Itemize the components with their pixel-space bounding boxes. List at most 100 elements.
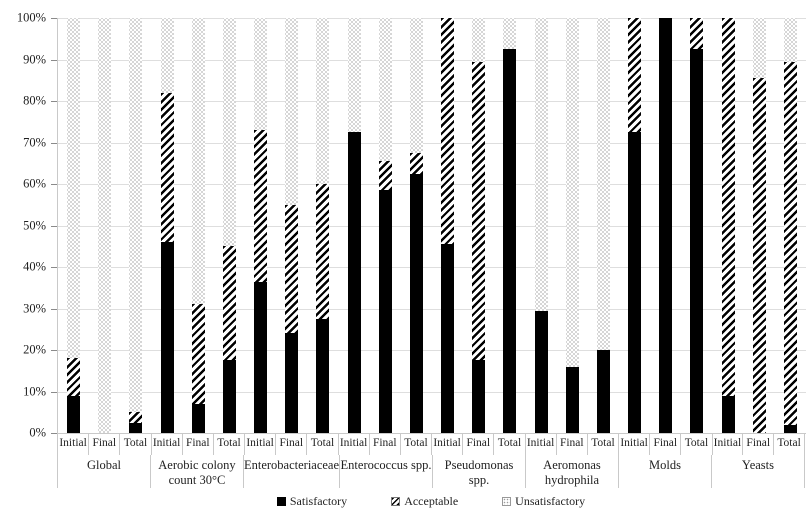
legend-label-satisfactory: Satisfactory (289, 494, 348, 508)
y-axis-tick (51, 308, 57, 310)
gridline-70 (58, 142, 806, 144)
gridline-20 (58, 350, 806, 351)
segment-unsatisfactory (534, 18, 548, 311)
bar-slot-yeasts-final (744, 18, 775, 433)
group-label-enterobacteriaceae: Enterobacteriaceae (242, 455, 339, 488)
gridline-60 (58, 184, 806, 185)
y-axis-tick (51, 101, 57, 102)
bar-slot-molds-total (681, 18, 712, 433)
category-label-row: Initial Final Total Initial Final Total Initia… (57, 433, 805, 455)
category-cells-global: Initial Final Total (57, 433, 151, 455)
category-cells-yeasts: Initial Final Total (711, 433, 806, 455)
category-cells-enterobacteriaceae: Initial Final Total (244, 433, 338, 455)
segment-satisfactory (285, 333, 299, 433)
segment-acceptable (472, 61, 486, 361)
segment-unsatisfactory (98, 18, 112, 433)
bar-molds-initial (628, 18, 642, 433)
category-cells-enterococcus-spp: Initial Final Total (337, 433, 432, 455)
segment-satisfactory (721, 395, 735, 433)
legend-item-acceptable: Acceptable (391, 494, 458, 509)
segment-unsatisfactory (285, 18, 299, 205)
segment-satisfactory (565, 366, 579, 433)
bar-slot-enterobacteriaceae-total (307, 18, 338, 433)
y-axis-label-30: 30% (23, 301, 46, 315)
bar-slot-enterococcus-spp-final (370, 18, 401, 433)
category-label-initial: Initial (431, 433, 462, 455)
bar-slot-global-final (89, 18, 120, 433)
segment-unsatisfactory (565, 18, 579, 367)
bar-slot-aerobic-colony-count-30-c-total (214, 18, 245, 433)
category-cells-pseudomonas-spp: Initial Final Total (431, 433, 525, 455)
bar-yeasts-total (783, 18, 797, 433)
bar-global-initial (67, 18, 81, 433)
bar-enterobacteriaceae-final (285, 18, 299, 433)
y-axis-tick (51, 18, 57, 19)
category-cells-aerobic-colony-count-30-c: Initial Final Total (150, 433, 245, 455)
bar-group-aeromonas-hydrophila (526, 18, 620, 433)
segment-unsatisfactory (752, 18, 766, 79)
segment-acceptable (783, 61, 797, 425)
segment-satisfactory (160, 242, 174, 433)
segment-satisfactory (783, 424, 797, 433)
category-label-final: Final (368, 433, 400, 455)
segment-unsatisfactory (503, 18, 517, 50)
bar-enterococcus-spp-final (378, 18, 392, 433)
segment-acceptable (690, 18, 704, 50)
category-cells-molds: Initial Final Total (618, 433, 712, 455)
satisfactory-swatch-icon (276, 497, 286, 506)
y-axis-tick (51, 184, 57, 185)
segment-satisfactory (222, 360, 236, 433)
bar-aeromonas-hydrophila-total (596, 18, 610, 433)
bar-aerobic-colony-count-30-c-final (191, 18, 205, 433)
bar-yeasts-final (752, 18, 766, 433)
bar-group-molds (619, 18, 713, 433)
y-axis-label-70: 70% (23, 135, 46, 149)
segment-acceptable (378, 161, 392, 191)
group-label-pseudomonas-spp: Pseudomonas spp. (432, 455, 525, 488)
group-label-aerobic-colony-count-30-c: Aerobic colony count 30°C (149, 455, 243, 488)
segment-unsatisfactory (316, 18, 330, 184)
legend-label-acceptable: Acceptable (404, 494, 459, 508)
segment-unsatisfactory (347, 18, 361, 133)
segment-unsatisfactory (191, 18, 205, 305)
category-label-initial: Initial (57, 433, 88, 455)
segment-satisfactory (347, 132, 361, 433)
segment-satisfactory (191, 403, 205, 433)
y-axis-tick (51, 391, 57, 393)
segment-satisfactory (316, 318, 330, 433)
bar-slot-enterococcus-spp-total (401, 18, 432, 433)
gridline-50 (58, 225, 806, 227)
group-label-row: Global Aerobic colony count 30°C Enterobac… (57, 455, 805, 488)
gridline-80 (58, 101, 806, 102)
bar-enterococcus-spp-initial (347, 18, 361, 433)
segment-satisfactory (254, 281, 268, 433)
bar-group-yeasts (713, 18, 807, 433)
bar-slot-global-initial (58, 18, 89, 433)
bar-enterobacteriaceae-total (316, 18, 330, 433)
bar-slot-aeromonas-hydrophila-initial (526, 18, 557, 433)
segment-unsatisfactory (129, 18, 143, 413)
category-label-total: Total (306, 433, 337, 455)
segment-acceptable (254, 130, 268, 282)
y-axis-tick (51, 225, 57, 227)
segment-satisfactory (472, 360, 486, 433)
bar-slot-yeasts-initial (713, 18, 744, 433)
y-axis-label-0: 0% (29, 425, 46, 440)
category-cells-aeromonas-hydrophila: Initial Final Total (524, 433, 619, 455)
y-axis-label-80: 80% (23, 93, 46, 108)
bar-group-global (58, 18, 152, 433)
segment-satisfactory (129, 422, 143, 433)
segment-acceptable (160, 92, 174, 243)
bar-slot-enterobacteriaceae-initial (245, 18, 276, 433)
group-label-yeasts: Yeasts (710, 455, 805, 488)
segment-acceptable (441, 18, 455, 245)
bar-group-enterococcus-spp (339, 18, 433, 433)
segment-satisfactory (441, 244, 455, 433)
bar-pseudomonas-spp-initial (441, 18, 455, 433)
segment-acceptable (628, 18, 642, 133)
segment-satisfactory (503, 49, 517, 433)
segment-satisfactory (628, 132, 642, 433)
bar-slot-pseudomonas-spp-final (463, 18, 494, 433)
category-label-total: Total (586, 433, 618, 455)
